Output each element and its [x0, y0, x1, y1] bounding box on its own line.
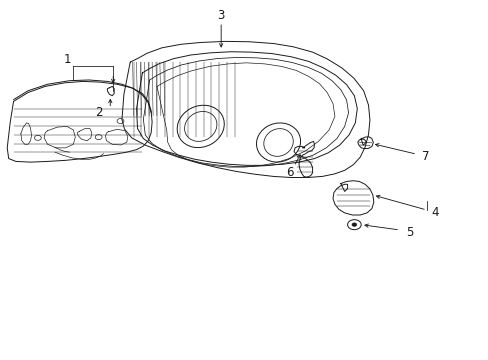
Text: 5: 5 — [406, 226, 413, 239]
Text: 2: 2 — [95, 105, 102, 119]
Text: 6: 6 — [285, 166, 293, 179]
Text: 4: 4 — [431, 206, 438, 219]
Circle shape — [351, 223, 356, 226]
Text: 7: 7 — [421, 150, 428, 163]
Text: 1: 1 — [63, 53, 71, 66]
Text: 3: 3 — [217, 9, 224, 22]
